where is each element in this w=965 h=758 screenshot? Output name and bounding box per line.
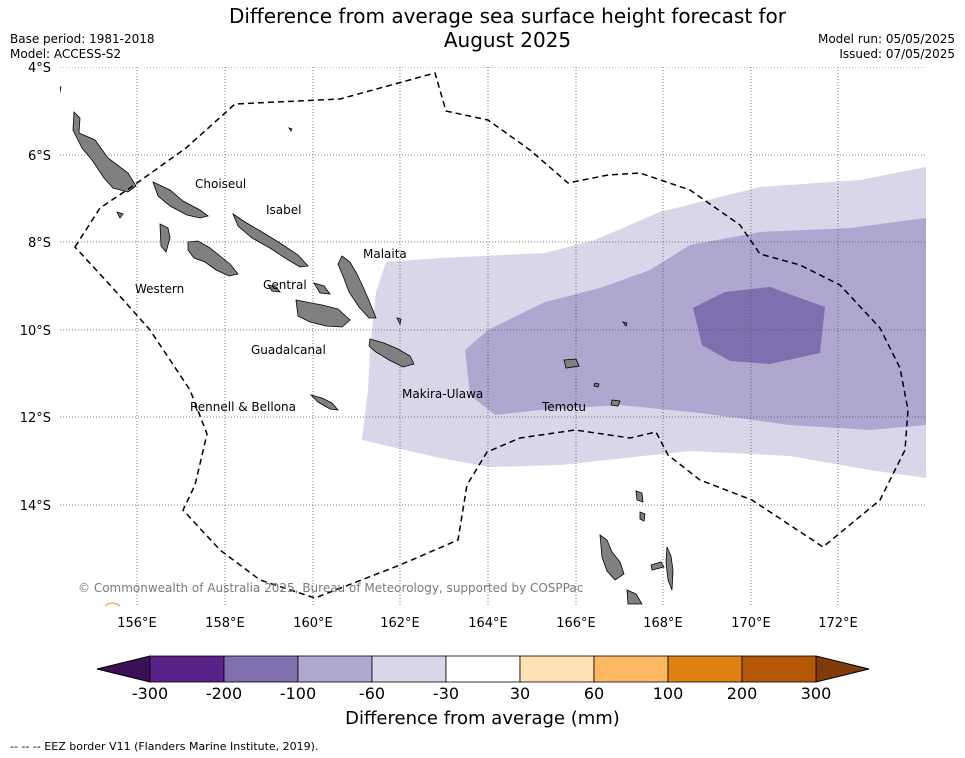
meta-left: Base period: 1981-2018 Model: ACCESS-S2 bbox=[10, 32, 155, 62]
lon-label: 164°E bbox=[468, 616, 508, 631]
island-vanuatu-small-1 bbox=[650, 561, 665, 571]
island-shortland bbox=[116, 211, 124, 219]
label-isabel: Isabel bbox=[266, 203, 301, 217]
issued-date: Issued: 07/05/2025 bbox=[839, 47, 955, 61]
island-bougainville bbox=[72, 111, 137, 193]
colorbar-tick: -30 bbox=[433, 684, 459, 703]
colorbar-cell bbox=[593, 655, 669, 683]
island-malaita bbox=[337, 255, 377, 319]
model-run: Model run: 05/05/2025 bbox=[817, 32, 955, 46]
island-choiseul bbox=[152, 181, 209, 219]
colorbar-tick-labels: -300 -200 -100 -60 -30 30 60 100 200 300 bbox=[132, 684, 831, 703]
label-malaita: Malaita bbox=[363, 247, 407, 261]
island-new-georgia bbox=[187, 240, 239, 277]
eez-solomon-islands bbox=[74, 72, 909, 599]
colorbar-cell bbox=[297, 655, 373, 683]
map-title: Difference from average sea surface heig… bbox=[160, 4, 855, 52]
lon-label: 160°E bbox=[293, 616, 333, 631]
island-sikaiana bbox=[396, 317, 402, 326]
colorbar-cell bbox=[667, 655, 743, 683]
lat-label: 8°S bbox=[28, 236, 51, 251]
longitude-labels: 156°E 158°E 160°E 162°E 164°E 166°E 168°… bbox=[117, 616, 858, 631]
model-name: Model: ACCESS-S2 bbox=[10, 47, 122, 61]
base-period: Base period: 1981-2018 bbox=[10, 32, 155, 46]
eez-footnote: -- -- -- EEZ border V11 (Flanders Marine… bbox=[10, 740, 319, 753]
colorbar-cell bbox=[223, 655, 299, 683]
island-isabel bbox=[232, 212, 309, 268]
island-vanuatu-espiritu bbox=[599, 534, 625, 581]
colorbar-tick: 300 bbox=[801, 684, 832, 703]
colorbar-cell bbox=[149, 655, 225, 683]
lon-label: 170°E bbox=[731, 616, 771, 631]
island-vanikoro bbox=[610, 399, 621, 407]
colorbar-over-triangle bbox=[815, 655, 870, 683]
colorbar-cell bbox=[741, 655, 817, 683]
colorbar: -300 -200 -100 -60 -30 30 60 100 200 300 bbox=[96, 655, 870, 703]
lat-label: 14°S bbox=[20, 499, 51, 514]
label-choiseul: Choiseul bbox=[195, 177, 246, 191]
lat-gridlines bbox=[60, 67, 926, 506]
colorbar-cell bbox=[519, 655, 595, 683]
island-tinakula bbox=[593, 382, 600, 388]
label-makira-ulawa: Makira-Ulawa bbox=[402, 387, 483, 401]
meta-right: Model run: 05/05/2025 Issued: 07/05/2025 bbox=[818, 32, 955, 62]
colorbar-tick: 30 bbox=[510, 684, 530, 703]
island-guadalcanal bbox=[295, 299, 351, 328]
lat-label: 10°S bbox=[20, 324, 51, 339]
colorbar-cells bbox=[149, 655, 817, 683]
title-line-2: August 2025 bbox=[443, 28, 572, 52]
eez-borders bbox=[74, 72, 909, 599]
agency-logo-mark bbox=[104, 602, 121, 607]
island-ontong-java bbox=[288, 127, 293, 132]
island-duff bbox=[622, 321, 628, 327]
label-guadalcanal: Guadalcanal bbox=[251, 343, 326, 357]
island-santa-cruz bbox=[563, 358, 580, 369]
island-vanuatu-small-3 bbox=[639, 511, 646, 522]
lon-label: 156°E bbox=[117, 616, 157, 631]
lon-label: 158°E bbox=[205, 616, 245, 631]
lon-label: 166°E bbox=[556, 616, 596, 631]
latitude-labels: 4°S 6°S 8°S 10°S 12°S 14°S bbox=[20, 61, 51, 514]
lon-label: 162°E bbox=[380, 616, 420, 631]
label-temotu: Temotu bbox=[541, 400, 586, 414]
lat-label: 6°S bbox=[28, 149, 51, 164]
label-rennell-bellona: Rennell & Bellona bbox=[190, 400, 296, 414]
colorbar-cell bbox=[371, 655, 447, 683]
province-labels: Choiseul Isabel Malaita Western Central … bbox=[135, 177, 586, 414]
lon-label: 168°E bbox=[643, 616, 683, 631]
island-russell bbox=[267, 284, 281, 293]
colorbar-tick: -200 bbox=[206, 684, 242, 703]
island-vanuatu-small-2 bbox=[635, 490, 644, 503]
map-plot-area bbox=[60, 67, 926, 605]
anomaly-band-medium bbox=[465, 218, 926, 430]
colorbar-tick: -100 bbox=[280, 684, 316, 703]
colorbar-cell bbox=[445, 655, 521, 683]
island-nissan bbox=[60, 86, 62, 94]
colorbar-title: Difference from average (mm) bbox=[345, 708, 620, 729]
map-figure: Choiseul Isabel Malaita Western Central … bbox=[20, 61, 926, 703]
island-vanuatu-malekula bbox=[626, 589, 643, 605]
lat-label: 4°S bbox=[28, 61, 51, 76]
title-line-1: Difference from average sea surface heig… bbox=[228, 4, 787, 28]
colorbar-under-triangle bbox=[96, 655, 151, 683]
anomaly-core-dark bbox=[693, 287, 825, 364]
land-masses bbox=[60, 86, 674, 605]
label-central: Central bbox=[263, 278, 307, 292]
island-rennell bbox=[309, 394, 339, 411]
island-florida bbox=[313, 282, 331, 295]
colorbar-tick: 100 bbox=[653, 684, 684, 703]
colorbar-tick: 60 bbox=[584, 684, 604, 703]
colorbar-tick: -300 bbox=[132, 684, 168, 703]
copyright-notice: © Commonwealth of Australia 2025, Bureau… bbox=[78, 581, 583, 595]
colorbar-tick: -60 bbox=[359, 684, 385, 703]
island-vanuatu-maewo bbox=[665, 546, 674, 591]
lat-label: 12°S bbox=[20, 411, 51, 426]
label-western: Western bbox=[135, 282, 184, 296]
lon-label: 172°E bbox=[818, 616, 858, 631]
island-makira bbox=[368, 338, 415, 368]
colorbar-tick: 200 bbox=[727, 684, 758, 703]
island-vella-lavella bbox=[159, 223, 171, 253]
